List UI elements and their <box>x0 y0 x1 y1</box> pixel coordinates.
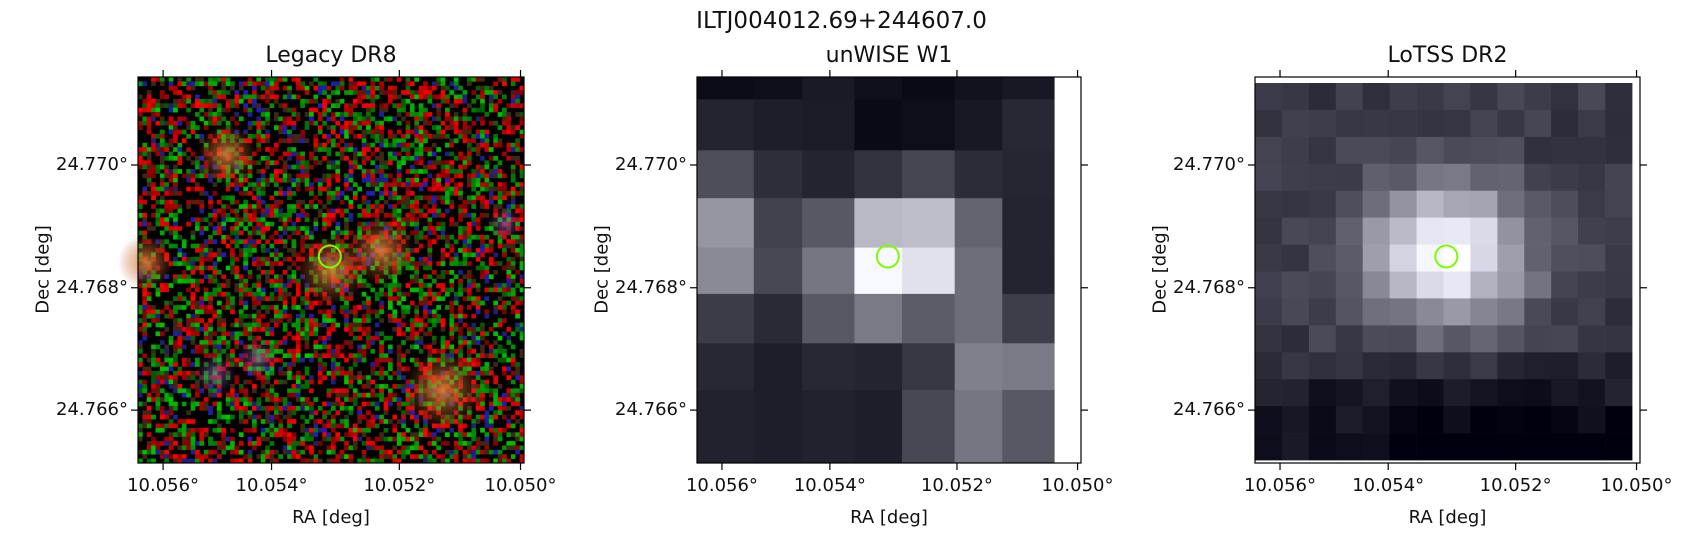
x-tick-label: 10.050° <box>1041 475 1114 496</box>
panel-frame <box>696 76 1082 464</box>
x-tick-label: 10.056° <box>127 475 200 496</box>
source-marker-circle <box>875 244 900 269</box>
panel-frame <box>1254 76 1641 464</box>
y-axis-label: Dec [deg] <box>591 225 613 314</box>
x-axis-label: RA [deg] <box>850 507 928 528</box>
y-axis-label: Dec [deg] <box>1149 225 1171 314</box>
panel-title: Legacy DR8 <box>265 43 397 68</box>
x-tick-label: 10.050° <box>1600 475 1673 496</box>
x-tick-label: 10.054° <box>793 475 866 496</box>
x-tick-label: 10.050° <box>484 475 557 496</box>
x-tick-label: 10.054° <box>235 475 308 496</box>
x-axis-label: RA [deg] <box>292 507 370 528</box>
y-tick-label: 24.768° <box>1173 276 1245 298</box>
y-tick-label: 24.770° <box>56 154 128 175</box>
panel-lotss-dr2 <box>1248 70 1647 470</box>
panel-legacy-dr8 <box>117 70 531 470</box>
y-tick-label: 24.770° <box>615 154 687 175</box>
panel-unwise-w1 <box>690 70 1088 470</box>
x-tick-label: 10.056° <box>685 475 758 496</box>
y-tick-label: 24.766° <box>615 399 687 421</box>
panel-title: LoTSS DR2 <box>1387 43 1508 68</box>
x-tick-label: 10.052° <box>920 475 993 496</box>
source-marker-circle <box>317 244 342 269</box>
x-axis-label: RA [deg] <box>1408 507 1487 528</box>
x-tick-label: 10.054° <box>1352 475 1425 496</box>
y-axis-label: Dec [deg] <box>32 225 54 314</box>
y-tick-label: 24.766° <box>1173 399 1245 421</box>
panel-frame <box>137 76 525 464</box>
x-tick-label: 10.052° <box>1479 475 1552 496</box>
x-tick-label: 10.056° <box>1244 475 1316 496</box>
y-tick-label: 24.768° <box>56 276 128 298</box>
figure-title: ILTJ004012.69+244607.0 <box>696 8 987 34</box>
y-tick-label: 24.768° <box>615 276 687 298</box>
source-marker-circle <box>1434 244 1459 269</box>
panel-title: unWISE W1 <box>825 43 953 68</box>
x-tick-label: 10.052° <box>363 475 436 496</box>
y-tick-label: 24.766° <box>56 399 128 421</box>
y-tick-label: 24.770° <box>1173 154 1245 175</box>
